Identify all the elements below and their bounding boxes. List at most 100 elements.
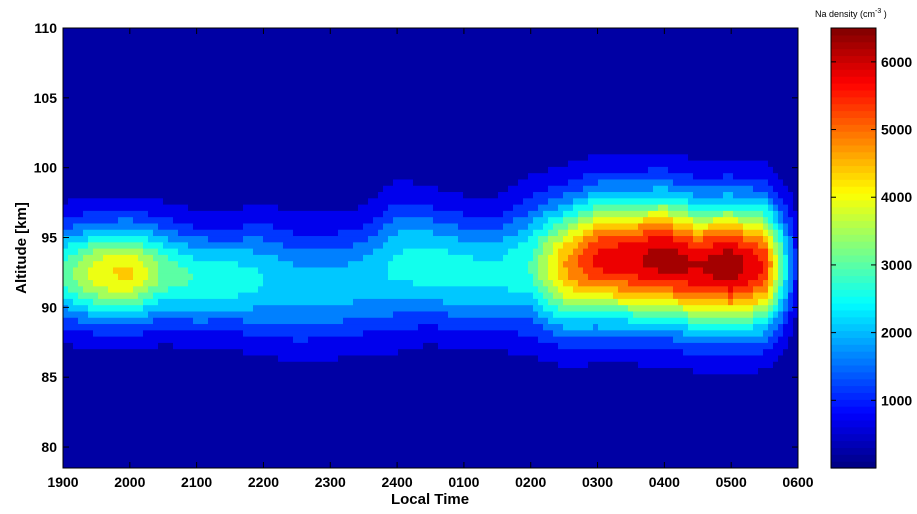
contour-cell: [118, 411, 124, 419]
contour-cell: [398, 361, 404, 369]
contour-cell: [93, 405, 99, 413]
contour-cell: [148, 336, 154, 343]
contour-cell: [238, 298, 244, 306]
contour-cell: [373, 461, 379, 468]
contour-cell: [298, 204, 304, 211]
contour-cell: [323, 392, 329, 400]
contour-cell: [408, 373, 414, 381]
contour-cell: [73, 405, 79, 413]
contour-cell: [218, 109, 224, 117]
contour-cell: [383, 386, 389, 394]
contour-cell: [253, 210, 259, 218]
contour-cell: [243, 310, 249, 318]
contour-cell: [63, 235, 69, 243]
contour-cell: [143, 235, 149, 243]
contour-cell: [303, 436, 309, 444]
contour-cell: [263, 392, 269, 400]
contour-cell: [338, 461, 344, 468]
contour-cell: [383, 204, 389, 211]
contour-cell: [198, 323, 204, 331]
contour-cell: [288, 197, 294, 205]
contour-cell: [368, 304, 374, 312]
contour-cell: [173, 279, 179, 287]
contour-cell: [343, 354, 349, 362]
contour-cell: [193, 398, 199, 406]
contour-cell: [103, 449, 109, 457]
contour-cell: [353, 166, 359, 174]
contour-cell: [338, 172, 344, 180]
contour-cell: [358, 53, 364, 61]
contour-cell: [323, 59, 329, 67]
contour-cell: [73, 147, 79, 155]
contour-cell: [138, 298, 144, 306]
contour-cell: [318, 53, 324, 61]
contour-cell: [353, 279, 359, 287]
contour-cell: [133, 109, 139, 117]
contour-cell: [378, 392, 384, 400]
contour-cell: [153, 191, 159, 199]
contour-cell: [133, 254, 139, 262]
contour-cell: [288, 65, 294, 73]
contour-cell: [268, 260, 274, 268]
contour-cell: [203, 442, 209, 450]
contour-cell: [258, 336, 264, 343]
contour-cell: [293, 285, 299, 293]
contour-cell: [238, 411, 244, 419]
contour-cell: [193, 329, 199, 337]
contour-cell: [338, 248, 344, 255]
contour-cell: [208, 298, 214, 306]
contour-cell: [293, 411, 299, 419]
contour-cell: [258, 78, 264, 86]
contour-cell: [328, 166, 334, 174]
contour-cell: [238, 361, 244, 369]
contour-cell: [178, 128, 184, 136]
contour-cell: [173, 229, 179, 237]
contour-cell: [118, 285, 124, 293]
contour-cell: [93, 298, 99, 306]
contour-cell: [363, 342, 369, 350]
contour-cell: [298, 178, 304, 186]
contour-cell: [218, 72, 224, 79]
contour-cell: [143, 442, 149, 450]
contour-cell: [323, 424, 329, 431]
contour-cell: [343, 292, 349, 299]
contour-cell: [263, 166, 269, 174]
contour-cell: [253, 304, 259, 312]
contour-cell: [138, 153, 144, 161]
contour-cell: [168, 254, 174, 262]
contour-cell: [373, 279, 379, 287]
contour-cell: [318, 78, 324, 86]
contour-cell: [363, 380, 369, 387]
contour-cell: [383, 134, 389, 142]
contour-cell: [198, 455, 204, 463]
contour-cell: [193, 266, 199, 274]
contour-cell: [128, 97, 134, 105]
contour-cell: [348, 46, 354, 54]
contour-cell: [208, 197, 214, 205]
contour-cell: [403, 72, 409, 79]
contour-cell: [243, 28, 249, 35]
contour-cell: [328, 46, 334, 54]
contour-cell: [398, 222, 404, 230]
contour-cell: [263, 178, 269, 186]
contour-cell: [113, 28, 119, 35]
contour-cell: [123, 411, 129, 419]
contour-cell: [323, 260, 329, 268]
contour-cell: [223, 317, 229, 325]
contour-cell: [73, 392, 79, 400]
contour-cell: [303, 28, 309, 35]
contour-cell: [413, 90, 419, 98]
contour-cell: [348, 266, 354, 274]
contour-cell: [198, 122, 204, 130]
contour-cell: [68, 28, 74, 35]
contour-cell: [358, 392, 364, 400]
contour-cell: [313, 398, 319, 406]
contour-cell: [113, 84, 119, 92]
contour-cell: [308, 417, 314, 425]
contour-cell: [168, 134, 174, 142]
contour-cell: [338, 430, 344, 438]
contour-cell: [123, 380, 129, 387]
contour-cell: [188, 241, 194, 249]
contour-cell: [183, 285, 189, 293]
contour-cell: [123, 65, 129, 73]
